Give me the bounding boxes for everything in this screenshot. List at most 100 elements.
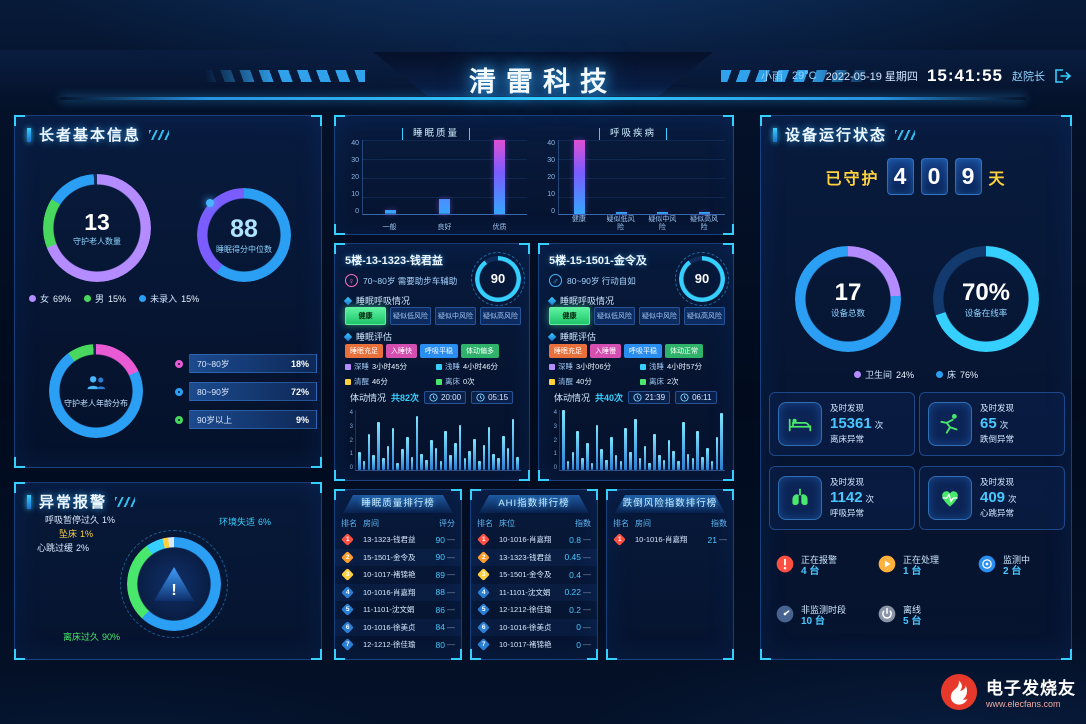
rank-diamond: 7	[341, 638, 354, 652]
status-chip-text: 监测中 2 台	[1003, 555, 1030, 579]
chart-title: 呼吸疾病	[598, 128, 667, 140]
rank-number: 1	[481, 536, 486, 544]
bar	[615, 212, 627, 214]
gauge-center: 90	[485, 266, 511, 292]
bar	[715, 437, 719, 470]
risk-tag[interactable]: 疑似低风险	[390, 307, 431, 325]
bar	[458, 425, 462, 470]
alarm-name: 心跳过缓	[37, 543, 74, 553]
gauge-ring	[679, 256, 725, 302]
rank-row[interactable]: 5 11-1101-沈文娟 86—	[335, 601, 461, 619]
risk-tag[interactable]: 健康	[549, 307, 590, 325]
rank-row[interactable]: 3 10-1017-褚锦艳 89—	[335, 566, 461, 584]
header-ornament-right	[721, 70, 881, 82]
bar	[657, 455, 661, 470]
risk-tag[interactable]: 疑似高风险	[480, 307, 521, 325]
rank-row[interactable]: 1 10-1016-肖嘉翔 0.8—	[471, 531, 597, 549]
chart-title: 睡眠质量	[401, 128, 470, 140]
title-accent	[27, 494, 31, 509]
rank-row[interactable]: 1 10-1016-肖嘉翔 21—	[607, 531, 733, 549]
corner-accent	[538, 243, 549, 254]
rank-diamond: 2	[477, 550, 490, 564]
status-chip-offline[interactable]: 离线 5 台	[877, 604, 921, 629]
risk-tag[interactable]: 疑似中风险	[435, 307, 476, 325]
status-label: 正在报警	[801, 554, 838, 565]
donut-center: 守护老人年龄分布	[59, 354, 133, 428]
rank-row[interactable]: 7 12-1212-徐佳瑜 80—	[335, 636, 461, 654]
stat-card-bed-exit: 及时发现 15361 次 离床异常	[769, 392, 915, 456]
donut-ring	[795, 246, 901, 352]
stat-card-text: 及时发现 1142 次 呼吸异常	[830, 477, 874, 519]
age-ring-icon	[175, 359, 183, 368]
rank-value: 88	[435, 587, 445, 598]
rank-column-label: 排名	[613, 519, 629, 528]
assessment-tag: 入睡慢	[590, 344, 621, 358]
chevron-ornament	[149, 129, 170, 140]
rank-row[interactable]: 5 12-1212-徐佳瑜 0.2—	[471, 601, 597, 619]
monitoring-icon	[977, 554, 997, 579]
logout-icon[interactable]	[1054, 68, 1074, 84]
legend-value: 76%	[960, 369, 979, 380]
axis-category: 疑似中风险	[648, 215, 677, 231]
alarm-slice-label: 环境失适 6%	[219, 515, 271, 528]
bar	[358, 452, 361, 470]
bar	[405, 437, 409, 470]
bar	[511, 419, 515, 470]
bar	[434, 447, 438, 470]
rank-row[interactable]: 3 15-1501-金令及 0.4—	[471, 566, 597, 584]
risk-tag[interactable]: 疑似高风险	[684, 307, 725, 325]
alarm-value: 90%	[102, 632, 121, 642]
corner-accent	[538, 470, 549, 481]
rank-column-label: 评分	[439, 519, 455, 528]
axis-tick: 0	[551, 208, 555, 215]
sleep-stat: 清醒 46分	[345, 376, 430, 387]
donut-center: 17 设备总数	[805, 256, 891, 342]
rank-row[interactable]: 2 13-1323-钱君益 0.45—	[471, 548, 597, 566]
bar	[492, 453, 495, 470]
bar	[574, 140, 586, 214]
axis-tick: 30	[547, 157, 555, 164]
rank-columns: 排名 房间 指数	[607, 515, 733, 531]
risk-tag[interactable]: 疑似中风险	[639, 307, 680, 325]
patient-card[interactable]: 5楼-15-1501-金令及 90 ♂ 80~90岁 行动自如 睡眠呼吸情况 健…	[538, 243, 734, 481]
rank-room: 10-1016-肖嘉翔	[363, 587, 416, 597]
diamond-bullet-icon	[343, 332, 353, 341]
risk-tag[interactable]: 健康	[345, 307, 386, 325]
rank-row[interactable]: 4 10-1016-肖嘉翔 88—	[335, 583, 461, 601]
bar	[566, 461, 570, 470]
patient-card[interactable]: 5楼-13-1323-钱君益 90 ♀ 70~80岁 需要助步车辅助 睡眠呼吸情…	[334, 243, 530, 481]
bars-plot	[559, 410, 725, 471]
stat-prefix: 及时发现	[980, 403, 1015, 414]
title-accent	[27, 127, 31, 142]
chart-title-row: 睡眠质量	[341, 123, 531, 141]
rank-row[interactable]: 1 13-1323-钱君益 90—	[335, 531, 461, 549]
status-chip-off-schedule[interactable]: 非监测时段 10 台	[775, 604, 846, 629]
clock-icon	[429, 393, 438, 402]
rank-badge: 4	[477, 585, 499, 599]
status-chip-alarming[interactable]: 正在报警 4 台	[775, 554, 837, 579]
sleep-stat: 离床 2次	[640, 376, 725, 387]
status-chip-monitoring[interactable]: 监测中 2 台	[977, 554, 1030, 579]
legend-item: 未录入 15%	[139, 292, 199, 305]
rank-row[interactable]: 2 15-1501-金令及 90—	[335, 548, 461, 566]
stat-card-breath: 及时发现 1142 次 呼吸异常	[769, 466, 915, 530]
rank-row[interactable]: 4 11-1101-沈文娟 0.22—	[471, 583, 597, 601]
user-name[interactable]: 赵院长	[1012, 71, 1045, 83]
header-info: 小雨 29°C 2022-05-19 星期四 15:41:55 赵院长	[761, 66, 1074, 86]
stat-label: 浅睡	[649, 362, 664, 371]
guard-digit: 0	[920, 158, 948, 195]
rank-row[interactable]: 6 10-1016-徐美贞 84—	[335, 618, 461, 636]
rank-number: 7	[481, 641, 486, 649]
rank-room: 10-1016-肖嘉翔	[635, 535, 688, 545]
bar	[429, 440, 433, 470]
rank-number: 4	[345, 588, 350, 596]
diamond-bullet-icon	[343, 296, 353, 305]
status-chip-processing[interactable]: 正在处理 1 台	[877, 554, 939, 579]
risk-tag[interactable]: 疑似低风险	[594, 307, 635, 325]
corner-accent	[14, 649, 25, 660]
bar	[449, 455, 452, 470]
rank-row[interactable]: 6 10-1016-徐美贞 0—	[471, 618, 597, 636]
panel-title-text: 长者基本信息	[39, 127, 142, 144]
motion-chart: 4 3 2 1 0	[549, 410, 725, 471]
rank-row[interactable]: 7 10-1017-褚锦艳 0—	[471, 636, 597, 654]
